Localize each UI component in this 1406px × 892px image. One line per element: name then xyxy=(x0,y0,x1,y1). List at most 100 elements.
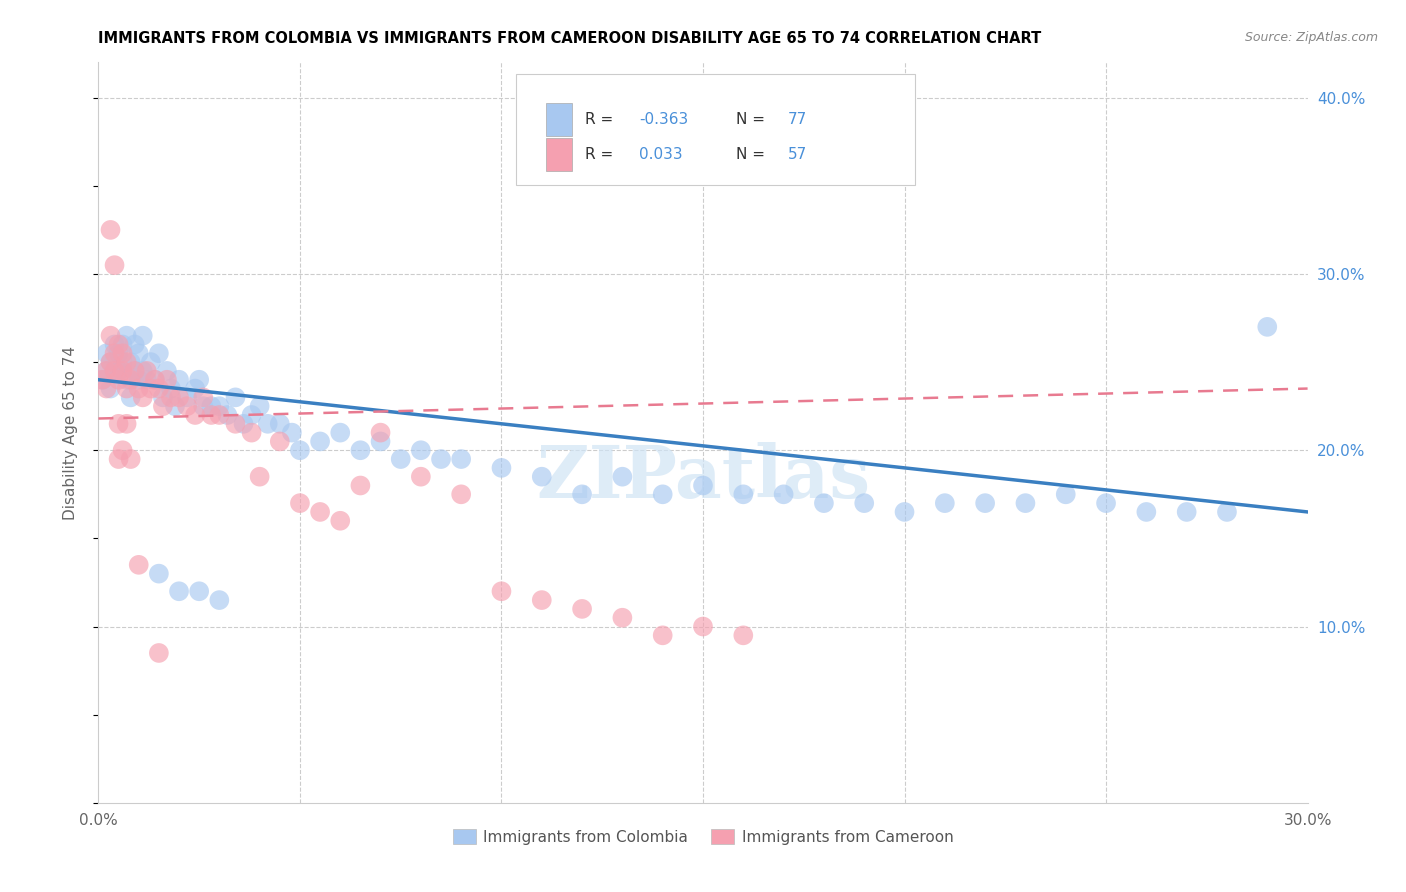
Point xyxy=(107,373,129,387)
Point xyxy=(163,399,186,413)
Point xyxy=(100,355,122,369)
Point xyxy=(409,443,432,458)
Point xyxy=(103,258,125,272)
Point xyxy=(139,355,162,369)
Point xyxy=(281,425,304,440)
Point xyxy=(1135,505,1157,519)
Point xyxy=(349,478,371,492)
Point xyxy=(184,382,207,396)
Point xyxy=(571,487,593,501)
Point xyxy=(430,452,453,467)
Point xyxy=(329,514,352,528)
Point xyxy=(132,364,155,378)
Point xyxy=(1054,487,1077,501)
Point xyxy=(103,364,125,378)
FancyBboxPatch shape xyxy=(546,138,572,171)
Point xyxy=(139,382,162,396)
Point xyxy=(232,417,254,431)
Point xyxy=(934,496,956,510)
Point xyxy=(167,373,190,387)
Point xyxy=(160,390,183,404)
Point xyxy=(107,364,129,378)
Point xyxy=(651,487,673,501)
Point xyxy=(176,399,198,413)
Point xyxy=(156,373,179,387)
Point xyxy=(124,364,146,378)
Point xyxy=(128,373,150,387)
Point xyxy=(188,584,211,599)
Point xyxy=(329,425,352,440)
Point xyxy=(152,399,174,413)
Point xyxy=(96,364,118,378)
Point xyxy=(115,373,138,387)
Point xyxy=(692,619,714,633)
Point xyxy=(1014,496,1036,510)
Text: ZIPatlas: ZIPatlas xyxy=(536,442,870,513)
Point xyxy=(692,478,714,492)
Point xyxy=(813,496,835,510)
Point xyxy=(184,408,207,422)
Point xyxy=(309,505,332,519)
Text: R =: R = xyxy=(585,112,617,127)
Point xyxy=(148,646,170,660)
Point xyxy=(135,364,157,378)
Point xyxy=(111,337,134,351)
Point xyxy=(530,593,553,607)
Text: R =: R = xyxy=(585,147,617,162)
Point xyxy=(107,417,129,431)
Point xyxy=(128,382,150,396)
Point xyxy=(208,399,231,413)
Point xyxy=(132,328,155,343)
Point xyxy=(1216,505,1239,519)
Point xyxy=(530,469,553,483)
Point xyxy=(1175,505,1198,519)
Text: 57: 57 xyxy=(787,147,807,162)
Point xyxy=(370,425,392,440)
Point xyxy=(571,602,593,616)
Point xyxy=(256,417,278,431)
Point xyxy=(115,328,138,343)
Point xyxy=(148,566,170,581)
Point xyxy=(103,337,125,351)
Point xyxy=(240,408,263,422)
Point xyxy=(167,584,190,599)
Point xyxy=(148,346,170,360)
Point xyxy=(143,373,166,387)
Text: Source: ZipAtlas.com: Source: ZipAtlas.com xyxy=(1244,31,1378,45)
Point xyxy=(240,425,263,440)
Point xyxy=(370,434,392,449)
Text: 77: 77 xyxy=(787,112,807,127)
Point xyxy=(100,355,122,369)
Point xyxy=(124,337,146,351)
Point xyxy=(132,390,155,404)
Point xyxy=(450,487,472,501)
Point xyxy=(128,346,150,360)
Point xyxy=(120,373,142,387)
Point xyxy=(107,346,129,360)
Point xyxy=(217,408,239,422)
Point xyxy=(115,417,138,431)
Point xyxy=(772,487,794,501)
Point xyxy=(160,382,183,396)
Point xyxy=(208,593,231,607)
Point xyxy=(111,364,134,378)
FancyBboxPatch shape xyxy=(516,73,915,185)
Point xyxy=(224,390,246,404)
Legend: Immigrants from Colombia, Immigrants from Cameroon: Immigrants from Colombia, Immigrants fro… xyxy=(447,822,959,851)
Point xyxy=(103,364,125,378)
Point xyxy=(107,452,129,467)
Point xyxy=(853,496,876,510)
Point xyxy=(120,452,142,467)
Point xyxy=(120,355,142,369)
Point xyxy=(309,434,332,449)
Point xyxy=(974,496,997,510)
Text: N =: N = xyxy=(735,147,769,162)
Point xyxy=(103,346,125,360)
Point xyxy=(91,373,114,387)
Point xyxy=(111,355,134,369)
Point xyxy=(612,469,634,483)
Point xyxy=(115,355,138,369)
Point xyxy=(152,390,174,404)
Point xyxy=(100,223,122,237)
Y-axis label: Disability Age 65 to 74: Disability Age 65 to 74 xyxy=(63,345,77,520)
